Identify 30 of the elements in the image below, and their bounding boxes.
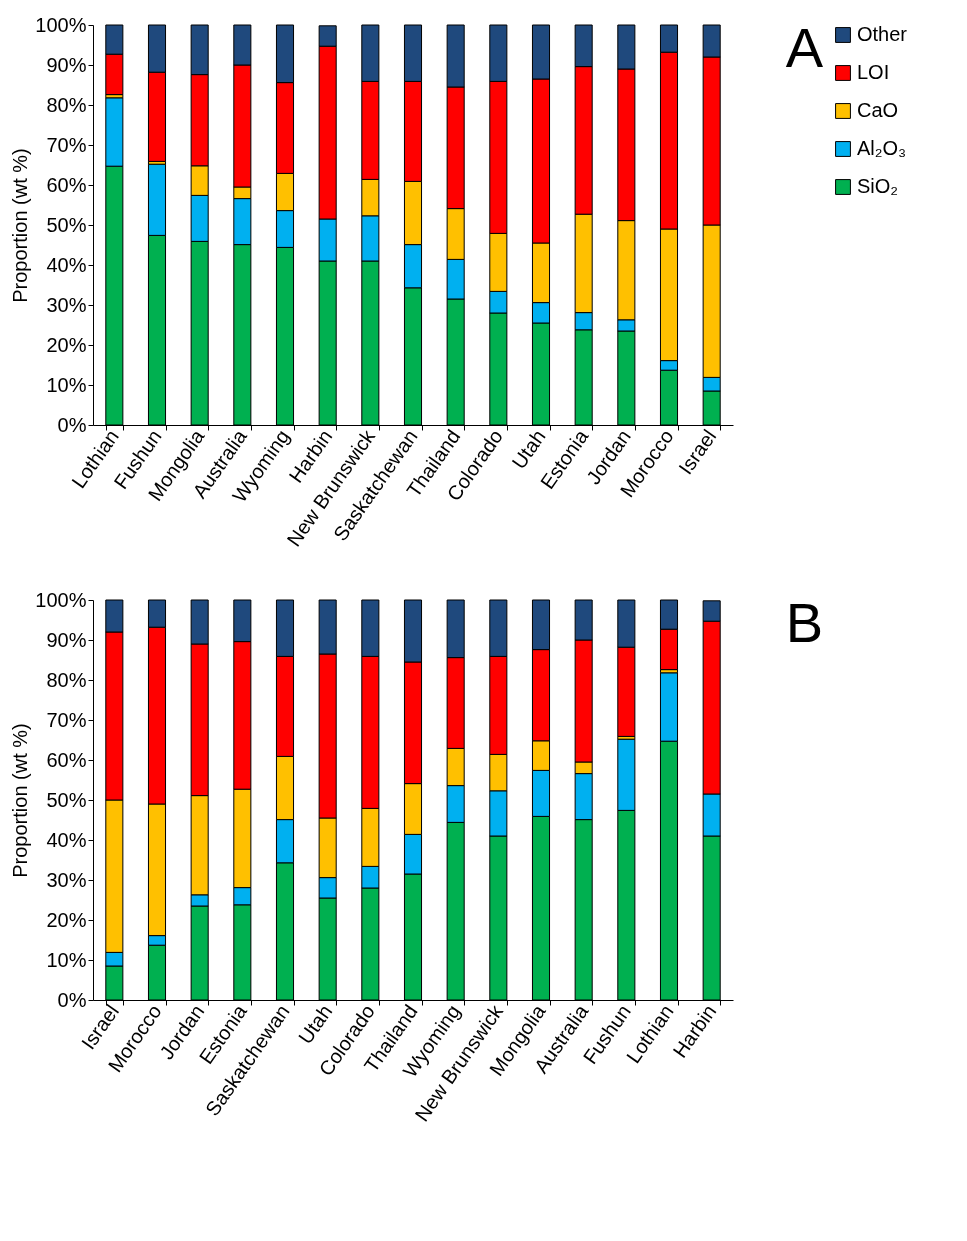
legend-label: Other <box>857 23 908 45</box>
y-tick-label: 100% <box>35 13 87 36</box>
y-tick-label: 60% <box>46 748 87 771</box>
y-tick-label: 0% <box>57 413 87 436</box>
y-tick-label: 100% <box>35 588 87 611</box>
legend-label: SiO₂ <box>857 175 899 197</box>
legend-label: CaO <box>857 99 899 121</box>
y-tick-label: 80% <box>46 93 87 116</box>
y-tick-label: 50% <box>46 213 87 236</box>
y-tick-label: 90% <box>46 53 87 76</box>
y-tick-label: 80% <box>46 668 87 691</box>
y-tick-label: 70% <box>46 708 87 731</box>
y-tick-label: 20% <box>46 333 87 356</box>
y-tick-label: 10% <box>46 948 87 971</box>
y-tick-label: 40% <box>46 253 87 276</box>
y-tick-label: 50% <box>46 788 87 811</box>
y-tick-label: 20% <box>46 908 87 931</box>
y-tick-label: 40% <box>46 828 87 851</box>
y-tick-label: 30% <box>46 868 87 891</box>
text: A <box>785 16 824 79</box>
text: B <box>785 591 823 654</box>
y-tick-label: 60% <box>46 173 87 196</box>
legend-label: Al₂O₃ <box>857 137 907 159</box>
y-tick-label: 70% <box>46 133 87 156</box>
legend-label: LOI <box>857 61 890 83</box>
y-axis-title: Proportion (wt %) <box>9 723 32 878</box>
y-axis-title: Proportion (wt %) <box>9 148 32 303</box>
y-tick-label: 90% <box>46 628 87 651</box>
y-tick-label: 10% <box>46 373 87 396</box>
y-tick-label: 30% <box>46 293 87 316</box>
